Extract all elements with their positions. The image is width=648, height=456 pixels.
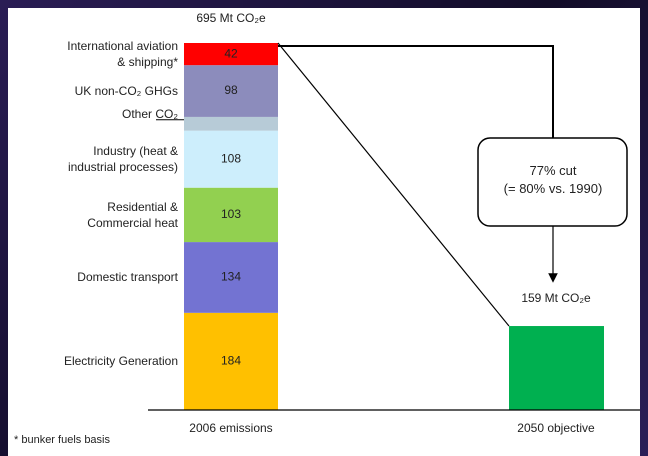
bar-segment	[184, 130, 278, 188]
connector	[278, 45, 554, 138]
value-label: 42	[224, 46, 238, 60]
bar-segment	[184, 242, 278, 313]
annotation: 77% cut (= 80% vs. 1990)	[503, 163, 603, 196]
value-label: 108	[221, 151, 241, 165]
total-label: 159 Mt CO₂e	[521, 291, 591, 306]
legend-label: Other CO₂	[121, 106, 178, 121]
legend-label: Domestic transport	[77, 270, 178, 285]
target-bar	[509, 326, 604, 410]
value-label: 103	[221, 207, 241, 221]
bar-segment	[184, 43, 278, 66]
value-label: 134	[221, 270, 241, 284]
bar-segment	[184, 187, 278, 243]
footnote: * bunker fuels basis	[14, 434, 110, 446]
bar-segment	[184, 116, 278, 131]
legend-label: Industry (heat & industrial processes)	[67, 144, 178, 175]
value-label: 98	[224, 83, 238, 97]
legend-label: International aviation & shipping*	[67, 39, 178, 70]
bar-segment	[184, 312, 278, 410]
bar-segment	[184, 65, 278, 117]
connector	[277, 42, 510, 327]
legend-label: Electricity Generation	[63, 354, 178, 369]
category-label: 2050 objective	[517, 421, 595, 435]
legend-label: Residential & Commercial heat	[87, 199, 178, 230]
total-label: 695 Mt CO₂e	[196, 11, 266, 25]
legend-label: UK non-CO₂ GHGs	[74, 84, 178, 99]
category-label: 2006 emissions	[189, 421, 273, 435]
value-label: 184	[221, 354, 241, 368]
